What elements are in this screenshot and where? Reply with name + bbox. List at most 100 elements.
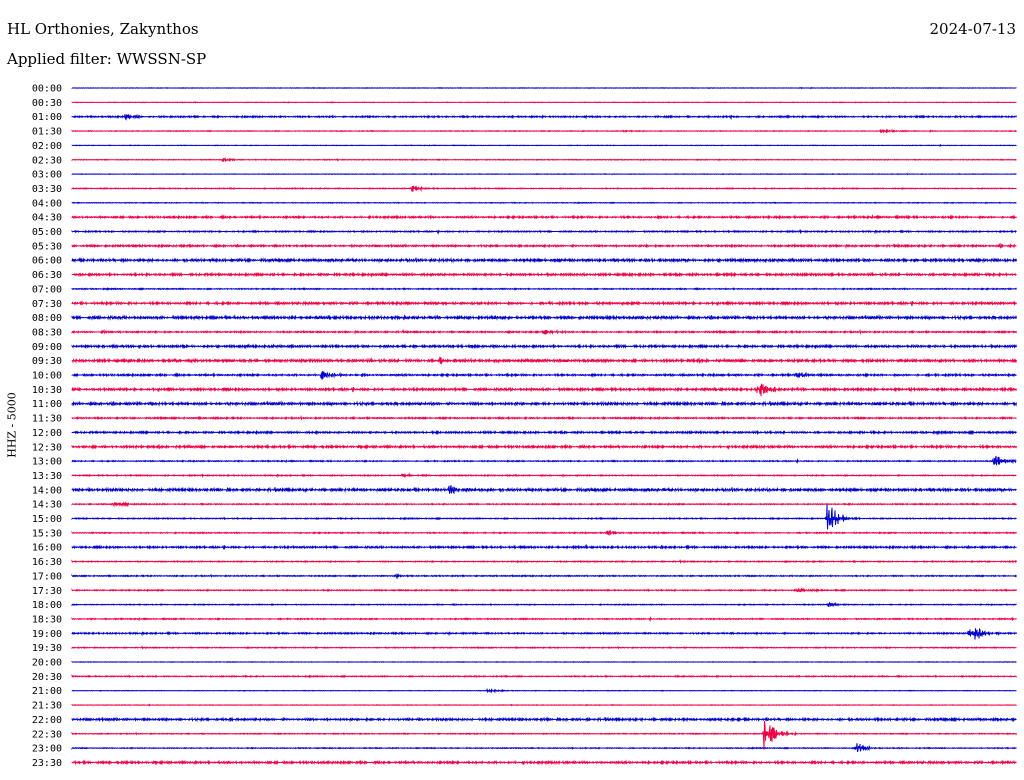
trace-row-0730 [71,300,1017,307]
trace-row-1930 [71,645,1017,650]
tick-label-1400: 14:00 [32,485,62,496]
trace-row-0530 [71,242,1017,250]
tick-label-2130: 21:30 [32,701,62,712]
tick-label-1700: 17:00 [32,571,62,582]
filter-label: Applied filter: WWSSN-SP [7,50,207,68]
tick-label-1300: 13:00 [32,457,62,468]
time-tick-labels: 00:00 00:30 01:00 01:30 02:00 02:30 03:00 03:30… [32,84,62,769]
seismic-traces [71,86,1017,766]
tick-label-1130: 11:30 [32,414,62,425]
trace-row-0200 [71,143,1017,147]
trace-row-1500 [71,504,1017,530]
trace-row-0500 [71,228,1017,235]
trace-row-0100 [71,113,1017,121]
tick-label-1500: 15:00 [32,514,62,525]
trace-row-1000 [71,371,1017,380]
trace-row-0930 [71,356,1017,365]
trace-row-2330 [71,759,1017,766]
tick-label-1600: 16:00 [32,543,62,554]
tick-label-1900: 19:00 [32,629,62,640]
trace-row-0900 [71,343,1017,350]
tick-label-1330: 13:30 [32,471,62,482]
trace-row-2030 [71,674,1017,679]
trace-row-1630 [71,559,1017,565]
tick-label-0900: 09:00 [32,342,62,353]
trace-row-1300 [71,455,1017,466]
date-label: 2024-07-13 [929,20,1016,38]
tick-label-0230: 02:30 [32,155,62,166]
tick-label-1430: 14:30 [32,500,62,511]
tick-label-2300: 23:00 [32,744,62,755]
tick-label-1630: 16:30 [32,557,62,568]
tick-label-0800: 08:00 [32,313,62,324]
trace-row-1100 [71,400,1017,408]
trace-row-0830 [71,328,1017,335]
trace-row-1830 [71,615,1017,622]
tick-label-0630: 06:30 [32,270,62,281]
trace-row-1600 [71,543,1017,550]
trace-row-1400 [71,485,1017,495]
tick-label-0130: 01:30 [32,127,62,138]
trace-row-0130 [71,128,1017,134]
tick-label-0200: 02:00 [32,141,62,152]
station-title: HL Orthonies, Zakynthos [7,20,199,38]
tick-label-0100: 01:00 [32,112,62,123]
tick-label-1930: 19:30 [32,643,62,654]
trace-row-2230 [71,721,1017,750]
trace-row-2000 [71,660,1017,664]
tick-label-1100: 11:00 [32,399,62,410]
trace-row-2130 [71,703,1017,707]
tick-label-0600: 06:00 [32,256,62,267]
trace-row-1330 [71,472,1017,479]
tick-label-2200: 22:00 [32,715,62,726]
tick-label-2100: 21:00 [32,686,62,697]
trace-row-0400 [71,201,1017,205]
trace-row-1030 [71,383,1017,397]
trace-row-1530 [71,529,1017,536]
trace-row-0700 [71,287,1017,291]
tick-label-0430: 04:30 [32,213,62,224]
trace-row-2100 [71,687,1017,694]
tick-label-0830: 08:30 [32,327,62,338]
tick-label-1530: 15:30 [32,528,62,539]
tick-label-1200: 12:00 [32,428,62,439]
trace-row-1430 [71,501,1017,508]
trace-row-0330 [71,185,1017,192]
tick-label-2330: 23:30 [32,758,62,769]
trace-row-1900 [71,627,1017,640]
trace-row-1730 [71,587,1017,594]
tick-label-0730: 07:30 [32,299,62,310]
tick-label-0500: 05:00 [32,227,62,238]
tick-label-1730: 17:30 [32,586,62,597]
trace-row-0630 [71,271,1017,278]
tick-label-2230: 22:30 [32,729,62,740]
trace-row-2200 [71,716,1017,723]
tick-label-0330: 03:30 [32,184,62,195]
trace-row-1800 [71,601,1017,608]
tick-label-0300: 03:00 [32,170,62,181]
tick-label-0930: 09:30 [32,356,62,367]
tick-label-2000: 20:00 [32,658,62,669]
tick-label-0530: 05:30 [32,241,62,252]
trace-row-0030 [71,100,1017,104]
tick-label-1800: 18:00 [32,600,62,611]
trace-row-0430 [71,214,1017,220]
tick-label-1000: 10:00 [32,371,62,382]
tick-label-1030: 10:30 [32,385,62,396]
trace-row-0230 [71,157,1017,163]
trace-row-0600 [71,256,1017,264]
tick-label-1830: 18:30 [32,614,62,625]
trace-row-1200 [71,429,1017,436]
trace-row-1230 [71,443,1017,450]
tick-label-2030: 20:30 [32,672,62,683]
trace-row-0300 [71,172,1017,176]
tick-label-0030: 00:30 [32,98,62,109]
tick-label-0700: 07:00 [32,284,62,295]
trace-row-1130 [71,414,1017,421]
trace-row-0000 [71,86,1017,90]
tick-label-0000: 00:00 [32,84,62,95]
trace-row-2300 [71,743,1017,753]
trace-row-1700 [71,573,1017,580]
tick-label-0400: 04:00 [32,198,62,209]
